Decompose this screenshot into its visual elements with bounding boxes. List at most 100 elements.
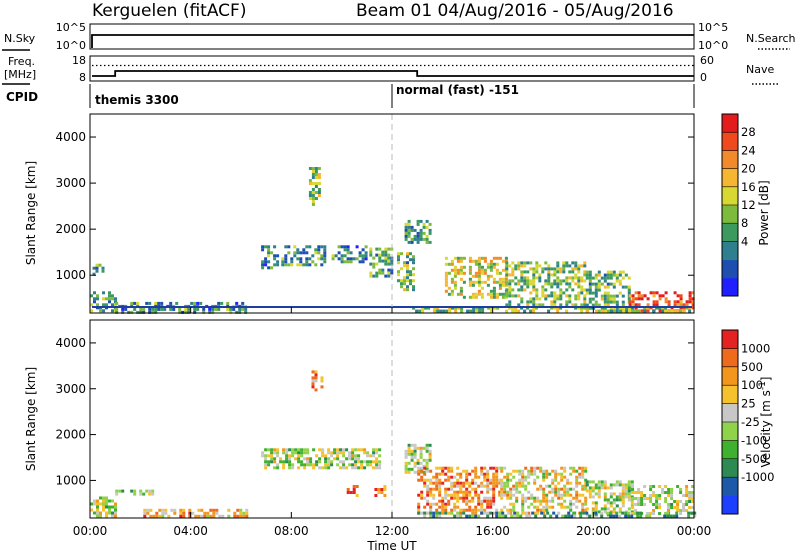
velocity-colorbar-tick: -500 (741, 452, 767, 466)
nsearch-label: N.Search (746, 32, 796, 45)
velocity-colorbar: 1000 500 100 25 -25 -100 -500 -1000 (721, 329, 774, 515)
velocity-colorbar-band (722, 385, 738, 405)
velocity-colorbar-band (722, 495, 738, 515)
x-tick-label: 20:00 (576, 524, 611, 538)
x-tick-label: 00:00 (73, 524, 108, 538)
power-region-5 (281, 245, 327, 267)
nsky-label: N.Sky (4, 32, 36, 45)
nsky-panel: 10^5 10^0 10^5 10^0 N.Sky N.Search (2, 21, 796, 52)
velocity-colorbar-band (722, 458, 738, 478)
velocity-region-6 (346, 485, 359, 497)
power-colorbar-tick: 16 (741, 180, 756, 194)
velocity-panel: 1000 2000 3000 4000 Slant Range [km] 00:00 0… (24, 307, 774, 553)
power-colorbar-band (722, 186, 738, 206)
velocity-region-5 (311, 370, 324, 392)
velocity-region-2 (115, 489, 155, 496)
nsky-tick-high: 10^5 (56, 21, 86, 34)
velocity-colorbar-tick: -25 (741, 415, 760, 429)
cpid-row: CPID themis 3300 normal (fast) -151 (6, 83, 695, 108)
power-region-10 (404, 219, 432, 244)
freq-tick-low: 8 (79, 71, 86, 84)
power-ytick-label: 2000 (55, 222, 86, 236)
nsearch-tick-high: 10^5 (698, 21, 728, 34)
velocity-colorbar-band (722, 366, 738, 386)
station-title: Kerguelen (fitACF) (92, 1, 246, 21)
power-region-6 (308, 167, 321, 206)
velocity-colorbar-tick: 1000 (741, 341, 770, 355)
velocity-region-10 (500, 466, 588, 515)
velocity-region-7 (374, 485, 387, 497)
power-region-12 (505, 261, 587, 307)
cpid-segment-1: themis 3300 (95, 93, 179, 107)
power-region-1 (90, 291, 117, 313)
power-region-7 (331, 245, 368, 264)
velocity-region-8 (404, 443, 432, 474)
nsky-tick-low: 10^0 (56, 39, 86, 52)
freq-label: Freq. (8, 55, 35, 68)
freq-tick-high: 18 (72, 54, 86, 67)
velocity-colorbar-band (722, 330, 738, 349)
x-tick-label: 12:00 (375, 524, 410, 538)
power-colorbar-band (722, 132, 738, 151)
velocity-colorbar-label: Velocity [m s-1] (758, 377, 773, 468)
power-colorbar-tick: 28 (741, 125, 756, 139)
velocity-colorbar-band (722, 440, 738, 460)
power-ytick-label: 4000 (55, 130, 86, 144)
power-colorbar-band (722, 150, 738, 170)
power-colorbar-tick: 12 (741, 198, 756, 212)
velocity-y-axis: 1000 2000 3000 4000 (55, 336, 694, 487)
velocity-data (90, 370, 697, 518)
power-y-label: Slant Range [km] (24, 161, 38, 265)
power-ytick-label: 1000 (55, 268, 86, 282)
power-colorbar-band (722, 205, 738, 224)
power-region-8 (369, 247, 394, 278)
velocity-y-label: Slant Range [km] (24, 367, 38, 471)
power-colorbar-band (722, 223, 738, 242)
velocity-colorbar-band (722, 422, 738, 441)
velocity-ytick-label: 3000 (55, 382, 86, 396)
power-colorbar-tick: 4 (741, 234, 748, 248)
velocity-ytick-label: 1000 (55, 473, 86, 487)
power-colorbar-tick: 8 (741, 216, 748, 230)
cpid-segment-2: normal (fast) -151 (396, 83, 519, 97)
freq-line (92, 70, 694, 77)
velocity-colorbar-tick: 25 (741, 397, 756, 411)
power-data (90, 167, 695, 314)
power-colorbar-band (722, 277, 738, 297)
x-tick-label: 00:00 (677, 524, 712, 538)
velocity-colorbar-tick: -100 (741, 433, 767, 447)
nsearch-tick-low: 10^0 (698, 39, 728, 52)
nave-tick-high: 60 (700, 54, 714, 67)
velocity-colorbar-tick: 500 (741, 360, 763, 374)
x-tick-label: 16:00 (475, 524, 510, 538)
power-region-11 (444, 256, 508, 299)
power-region-15 (412, 306, 692, 313)
velocity-region-12 (631, 485, 695, 515)
beam-date-title: Beam 01 04/Aug/2016 - 05/Aug/2016 (356, 1, 674, 21)
power-colorbar: 28 24 20 16 12 8 4 (721, 113, 756, 297)
power-region-2 (92, 263, 105, 276)
velocity-ytick-label: 2000 (55, 428, 86, 442)
power-colorbar-tick: 20 (741, 162, 756, 176)
power-ytick-label: 3000 (55, 176, 86, 190)
power-region-4 (261, 245, 280, 270)
power-colorbar-band (722, 259, 738, 279)
power-region-13 (585, 270, 631, 313)
velocity-region-13 (417, 511, 697, 518)
freq-panel: 18 8 60 0 Freq. [MHz] Nave (2, 54, 778, 85)
velocity-colorbar-band (722, 348, 738, 368)
x-tick-label: 08:00 (274, 524, 309, 538)
velocity-colorbar-band (722, 403, 738, 423)
nave-label: Nave (746, 63, 774, 76)
velocity-region-3 (143, 508, 249, 518)
cpid-label: CPID (6, 90, 38, 104)
velocity-region-9 (417, 466, 502, 515)
x-axis-label: Time UT (366, 539, 417, 553)
power-colorbar-label: Power [dB] (757, 180, 771, 245)
velocity-region-4 (261, 448, 382, 470)
velocity-ytick-label: 4000 (55, 336, 86, 350)
freq-unit-label: [MHz] (4, 68, 36, 81)
time-x-axis: 00:00 04:00 08:00 12:00 16:00 20:00 00:00 (73, 307, 712, 538)
power-colorbar-band (722, 114, 738, 133)
